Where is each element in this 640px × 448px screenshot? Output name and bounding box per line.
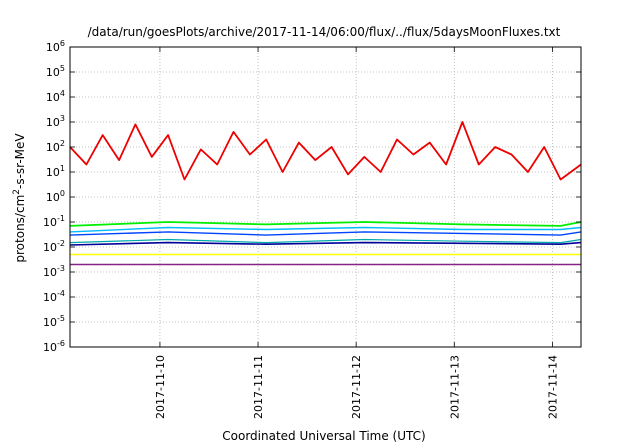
series-line-0 [69, 121, 582, 181]
y-axis-label-superscript: 2 [12, 189, 22, 195]
x-tick-label: 2017-11-11 [252, 355, 265, 419]
series-layer [69, 121, 582, 266]
y-tick-label: 10-4 [43, 289, 65, 304]
y-tick-label: 10-5 [43, 314, 65, 329]
y-tick-label: 106 [46, 39, 65, 54]
x-axis-label: Coordinated Universal Time (UTC) [222, 429, 425, 443]
y-tick-label: 10-2 [43, 239, 65, 254]
y-tick-label: 102 [46, 139, 65, 154]
series-line-2 [69, 226, 582, 233]
y-tick-label: 101 [46, 164, 65, 179]
y-tick-label: 100 [46, 189, 65, 204]
y-tick-label: 104 [46, 89, 65, 104]
y-tick-label: 10-1 [43, 214, 65, 229]
series-line-5 [69, 241, 582, 246]
chart-title: /data/run/goesPlots/archive/2017-11-14/0… [88, 25, 561, 39]
y-axis-label: protons/cm2-s-sr-MeV [12, 133, 27, 263]
x-tick-labels: 2017-11-10 2017-11-11 2017-11-12 2017-11-13… [154, 355, 559, 419]
x-tick-label: 2017-11-13 [448, 355, 461, 419]
series-line-3 [69, 231, 582, 236]
grid-lines [70, 46, 581, 348]
y-tick-labels: 10-6 10-5 10-4 10-3 10-2 10-1 100 101 102 103 104 1… [43, 39, 65, 354]
series-line-4 [69, 238, 582, 244]
series-line-1 [69, 221, 582, 227]
y-tick-label: 103 [46, 114, 65, 129]
y-tick-label: 10-3 [43, 264, 65, 279]
x-tick-label: 2017-11-14 [546, 355, 559, 419]
x-tick-label: 2017-11-12 [350, 355, 363, 419]
y-tick-label: 10-6 [43, 339, 65, 354]
plot-frame [69, 46, 582, 348]
x-tick-label: 2017-11-10 [154, 355, 167, 419]
axes [69, 46, 582, 348]
y-tick-label: 105 [46, 64, 65, 79]
